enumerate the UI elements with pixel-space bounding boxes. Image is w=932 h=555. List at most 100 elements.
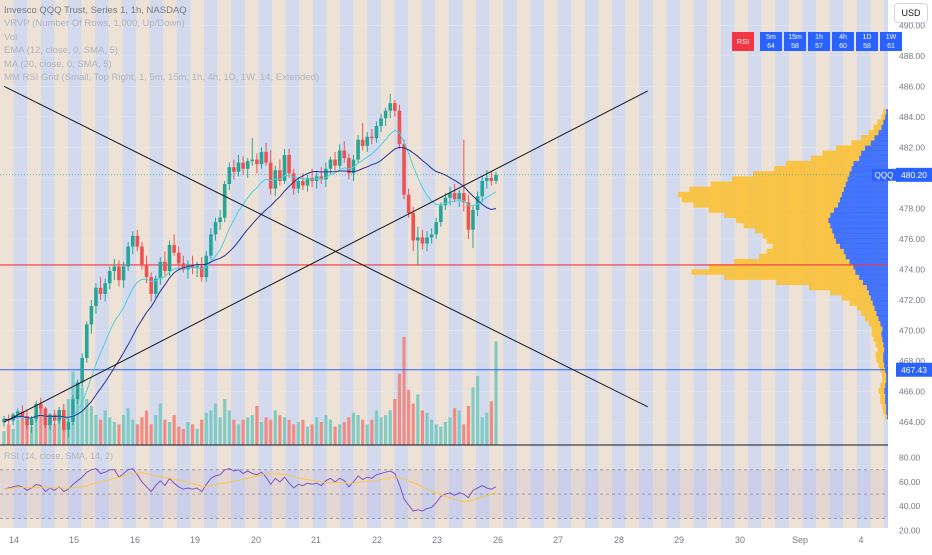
profile-up-bar — [887, 413, 888, 420]
volume-bar — [273, 410, 277, 445]
candle-body — [103, 283, 107, 294]
rsi-cell-value: 64 — [767, 43, 775, 50]
rsi-cell-tf: 15m — [788, 34, 802, 41]
legend-vol[interactable]: Vol — [4, 31, 18, 43]
volume-bar — [264, 417, 268, 445]
profile-down-bar — [724, 212, 831, 218]
rsi-cell-1w: 1W 61 — [880, 32, 902, 51]
profile-down-bar — [689, 186, 844, 193]
volume-bar — [163, 419, 167, 445]
volume-bar — [48, 422, 52, 445]
candle-body — [434, 222, 439, 235]
candle-body — [264, 151, 268, 163]
session-band — [707, 0, 721, 528]
profile-up-bar — [862, 279, 888, 286]
session-band — [27, 0, 41, 528]
profile-down-bar — [877, 119, 884, 126]
legend-ma[interactable]: MA (20, close, 0, SMA, 5) — [4, 58, 112, 70]
profile-down-bar — [868, 129, 879, 136]
legend-ema[interactable]: EMA (12, close, 0, SMA, 5) — [4, 45, 119, 57]
volume-bar — [227, 410, 231, 445]
candle-body — [411, 213, 416, 241]
profile-up-bar — [885, 398, 888, 404]
candle-body — [347, 158, 351, 174]
candle-body — [167, 245, 172, 271]
profile-down-bar — [883, 109, 887, 115]
profile-down-bar — [678, 191, 842, 198]
session-band — [448, 0, 463, 528]
trendline — [3, 90, 648, 423]
candle-body — [199, 266, 204, 278]
x-tick-label: 28 — [614, 535, 624, 545]
profile-up-bar — [845, 181, 888, 187]
volume-bar — [347, 417, 351, 445]
candle-body — [52, 414, 57, 421]
volume-bar — [200, 419, 204, 445]
rsi-grid-table: RSI 5m 64 15m 58 1h 57 4h 60 1D 58 1W 61 — [732, 32, 902, 51]
volume-bar — [453, 408, 457, 445]
candle-body — [379, 118, 383, 126]
candle-body — [393, 103, 397, 111]
rsi-cell-1d: 1D 58 — [856, 32, 878, 51]
candle-body — [2, 419, 6, 423]
volume-bar — [439, 426, 443, 445]
profile-down-bar — [861, 310, 877, 317]
candle-body — [241, 162, 245, 169]
volume-bar — [186, 422, 190, 445]
blue-level-tag — [896, 362, 932, 377]
x-tick-label: 29 — [674, 535, 684, 545]
profile-down-bar — [772, 243, 840, 249]
y-tick-label: 466.00 — [899, 387, 925, 397]
candle-body — [135, 235, 140, 247]
session-band — [285, 0, 300, 528]
x-tick-label: 27 — [553, 535, 563, 545]
volume-bar — [315, 417, 319, 445]
session-band — [693, 0, 708, 528]
candle-body — [305, 177, 310, 186]
candle-body — [480, 180, 485, 197]
profile-down-bar — [875, 341, 884, 348]
y-tick-label: 474.00 — [899, 264, 925, 274]
volume-bar — [255, 405, 259, 445]
candle-body — [301, 180, 305, 186]
rsi-ma-line — [3, 472, 497, 502]
volume-bar — [131, 419, 135, 445]
profile-up-bar — [870, 295, 888, 301]
profile-down-bar — [871, 326, 883, 332]
candle-body — [121, 266, 126, 281]
profile-up-bar — [886, 403, 888, 410]
candle-body — [112, 266, 117, 271]
candle-body — [130, 235, 135, 247]
legend-vrvp[interactable]: VRVP (Number Of Rows, 1,000, Up/Down) — [4, 18, 185, 30]
volume-bar — [204, 412, 208, 445]
profile-up-bar — [839, 243, 888, 249]
profile-up-bar — [883, 351, 888, 358]
symbol-title[interactable]: Invesco QQQ Trust, Series 1, 1h, NASDAQ — [4, 5, 187, 16]
candle-body — [406, 194, 411, 213]
profile-down-bar — [693, 202, 838, 208]
candle-body — [38, 403, 43, 409]
candle-body — [360, 139, 365, 146]
volume-bar — [121, 415, 126, 445]
y-tick-label: 482.00 — [899, 142, 925, 152]
candle-body — [291, 173, 296, 189]
profile-up-bar — [883, 341, 888, 348]
candle-body — [462, 193, 466, 203]
volume-bar — [342, 422, 346, 445]
candle-body — [98, 287, 103, 294]
volume-bar — [292, 424, 296, 445]
profile-up-bar — [872, 300, 888, 306]
session-band — [380, 0, 395, 528]
candle-body — [144, 264, 149, 278]
volume-bar — [2, 431, 6, 445]
legend-rsi-grid[interactable]: MM RSI Grid (Small, Top Right, 1, 5m, 15… — [4, 72, 320, 84]
profile-up-bar — [837, 202, 888, 208]
currency-button[interactable]: USD — [894, 3, 928, 23]
volume-bar — [57, 415, 61, 445]
profile-down-bar — [785, 160, 854, 167]
candle-body — [181, 263, 186, 270]
volume-bar — [241, 419, 245, 445]
